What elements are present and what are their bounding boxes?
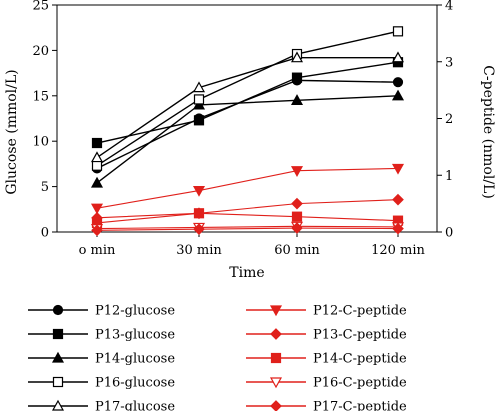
legend-marker	[270, 328, 282, 340]
series-line-p13-c-peptide	[96, 199, 399, 219]
data-point-p12-c-peptide	[192, 185, 206, 197]
legend-item-p16-c-peptide: P16-C-peptide	[246, 376, 407, 391]
series-line-p12-glucose	[96, 79, 399, 170]
legend-label: P12-C-peptide	[313, 304, 407, 319]
series-line-p12-c-peptide	[96, 167, 399, 209]
x-tick-label: 30 min	[176, 243, 222, 258]
data-point-p16-glucose	[392, 26, 404, 37]
legend-marker	[52, 304, 64, 316]
legend-item-p16-glucose: P16-glucose	[28, 376, 175, 391]
x-tick-label: 120 min	[371, 243, 425, 258]
y-right-tick-label: 4	[445, 0, 453, 14]
legend-label: P13-glucose	[95, 328, 175, 343]
data-point-p16-glucose	[193, 94, 205, 105]
y-axis-right-title: C-peptide (nmol/L)	[480, 65, 496, 199]
data-point-p14-glucose	[290, 94, 304, 105]
series-line-p14-glucose	[96, 95, 399, 184]
legend-marker	[52, 376, 64, 388]
series-line-p16-c-peptide	[96, 225, 399, 230]
legend-item-p17-c-peptide: P17-C-peptide	[246, 400, 407, 411]
legend-marker	[52, 328, 64, 340]
y-left-tick-label: 20	[32, 44, 49, 59]
data-point-p17-c-peptide	[392, 222, 404, 235]
x-axis-title: Time	[229, 265, 264, 281]
legend-marker	[51, 399, 65, 411]
legend-label: P16-C-peptide	[313, 376, 407, 391]
legend-marker	[269, 377, 283, 389]
data-point-p17-glucose	[90, 151, 104, 163]
data-point-p13-glucose	[291, 72, 303, 83]
data-point-p13-c-peptide	[392, 193, 404, 206]
data-point-p12-c-peptide	[90, 203, 104, 215]
series-line-p13-glucose	[96, 61, 399, 144]
data-point-p13-c-peptide	[291, 197, 303, 210]
data-point-p17-c-peptide	[291, 222, 303, 234]
legend-marker	[270, 352, 282, 364]
plot-frame	[56, 4, 438, 233]
x-tick-label: o min	[79, 243, 116, 258]
legend-label: P12-glucose	[95, 304, 175, 319]
legend-label: P14-glucose	[95, 352, 175, 367]
y-right-tick-label: 0	[445, 226, 453, 241]
y-right-tick-label: 3	[445, 55, 453, 70]
legend-item-p17-glucose: P17-glucose	[28, 400, 175, 411]
legend-item-p13-c-peptide: P13-C-peptide	[246, 328, 407, 343]
data-point-p14-glucose	[391, 89, 405, 101]
legend-item-p13-glucose: P13-glucose	[28, 328, 175, 343]
data-point-p17-c-peptide	[91, 224, 103, 237]
y-axis-left-title: Glucose (mmol/L)	[4, 69, 20, 194]
series-line-p16-glucose	[96, 30, 399, 167]
data-point-p17-glucose	[290, 51, 304, 63]
legend-marker	[270, 400, 282, 411]
legend-item-p14-c-peptide: P14-C-peptide	[246, 352, 407, 367]
y-left-tick-label: 10	[32, 135, 49, 150]
y-left-tick-label: 15	[32, 89, 49, 104]
series-line-p17-glucose	[96, 56, 398, 159]
legend-marker	[269, 305, 283, 317]
legend-label: P17-C-peptide	[313, 400, 407, 411]
legend: P12-glucose P13-glucose P14-glucose P16-glu…	[28, 304, 407, 411]
data-point-p12-glucose	[392, 77, 404, 88]
legend-marker	[51, 351, 65, 363]
data-point-p17-glucose	[192, 81, 206, 93]
legend-label: P17-glucose	[95, 400, 175, 411]
y-right-tick-label: 1	[445, 169, 453, 184]
data-point-p14-glucose	[90, 176, 104, 188]
series-line-p17-c-peptide	[96, 227, 399, 231]
data-point-p14-c-peptide	[193, 208, 205, 219]
data-point-p17-c-peptide	[193, 223, 205, 236]
legend-label: P14-C-peptide	[313, 352, 407, 367]
legend-item-p14-glucose: P14-glucose	[28, 352, 175, 367]
plot-area: 0 5 10 15 20 25 0 1 2 3 4 o min 30 min 60 min 120 min	[32, 0, 453, 258]
y-left-tick-label: 25	[32, 0, 49, 14]
data-point-p12-c-peptide	[391, 163, 405, 175]
legend-item-p12-c-peptide: P12-C-peptide	[246, 304, 407, 319]
legend-label: P13-C-peptide	[313, 328, 407, 343]
y-left-tick-label: 0	[41, 226, 49, 241]
data-point-p13-glucose	[91, 137, 103, 149]
data-point-p12-c-peptide	[290, 166, 304, 177]
data-point-p17-glucose	[391, 51, 405, 63]
series-line-p14-c-peptide	[96, 212, 399, 224]
data-point-p16-glucose	[91, 160, 103, 171]
y-left-tick-label: 5	[41, 180, 49, 195]
data-point-p13-glucose	[193, 115, 205, 126]
data-point-p14-c-peptide	[291, 211, 303, 222]
y-right-tick-label: 2	[445, 112, 453, 127]
x-tick-label: 60 min	[274, 243, 320, 258]
legend-item-p12-glucose: P12-glucose	[28, 304, 175, 319]
legend-label: P16-glucose	[95, 376, 175, 391]
